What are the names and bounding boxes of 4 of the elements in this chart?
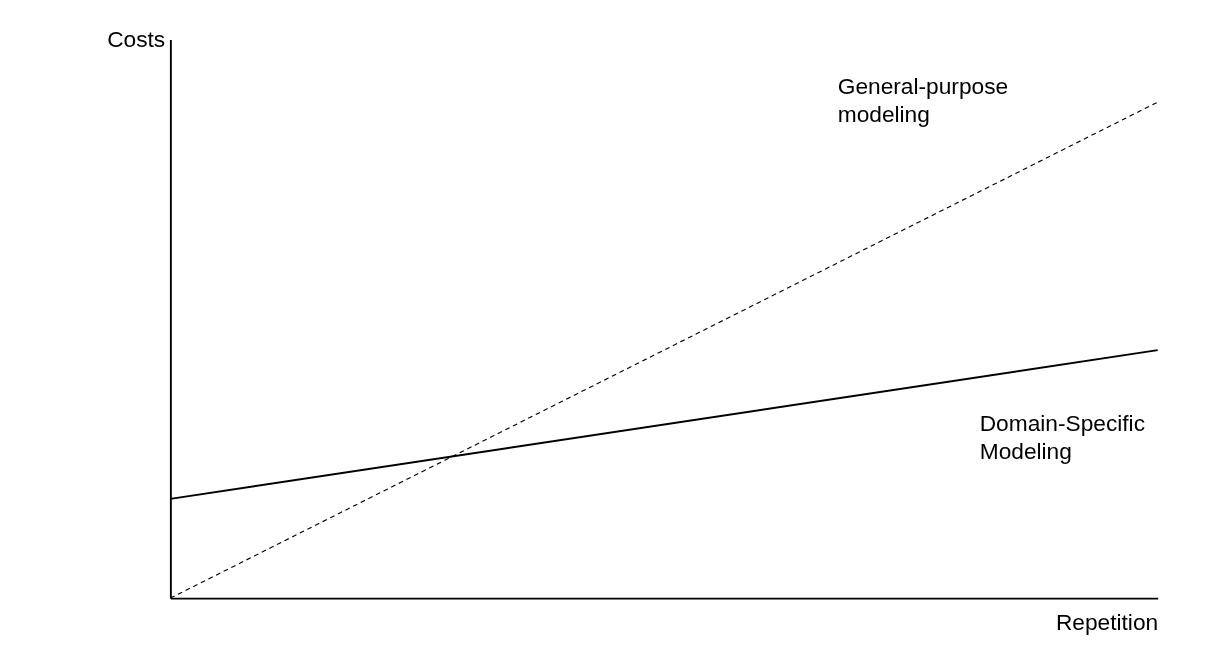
series-label: Domain-Specific Modeling bbox=[979, 409, 1146, 464]
y-axis-title: Costs bbox=[107, 25, 166, 52]
x-axis-title: Repetition bbox=[1055, 608, 1159, 635]
series-label: General-purpose modeling bbox=[837, 72, 1009, 127]
